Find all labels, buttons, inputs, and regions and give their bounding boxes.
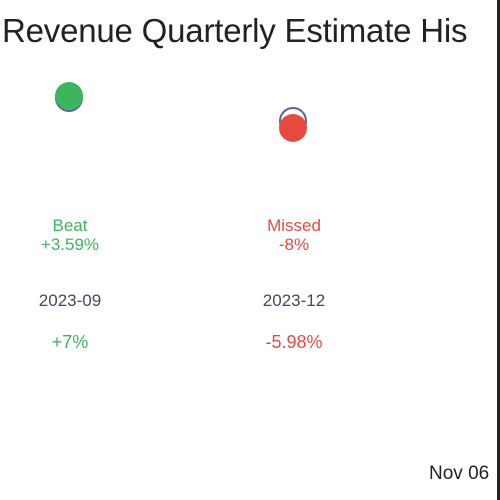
period-label: 20 xyxy=(448,291,497,311)
quarter-column: Beat +3.59% 2023-09 +7% xyxy=(0,0,150,500)
surprise-percent: -8% xyxy=(278,235,310,254)
quarter-column: M-2 20 +1 xyxy=(448,0,497,500)
actual-marker xyxy=(279,114,307,142)
actual-marker xyxy=(55,82,83,110)
price-change: +1 xyxy=(448,332,497,353)
result-status: Missed xyxy=(267,216,321,235)
price-change: -5.98% xyxy=(265,332,323,352)
period-label: 2023-09 xyxy=(38,291,102,310)
result-status: M xyxy=(448,217,497,235)
result-status: Beat xyxy=(52,216,88,235)
period-label: 2023-12 xyxy=(262,291,326,310)
footer-date: Nov 06 xyxy=(429,463,490,484)
surprise-percent: -2 xyxy=(448,236,497,254)
quarter-column: Missed -8% 2023-12 -5.98% xyxy=(224,0,374,500)
price-change: +7% xyxy=(51,332,89,352)
surprise-percent: +3.59% xyxy=(40,235,100,254)
chart-title: Revenue Quarterly Estimate His xyxy=(2,12,468,49)
